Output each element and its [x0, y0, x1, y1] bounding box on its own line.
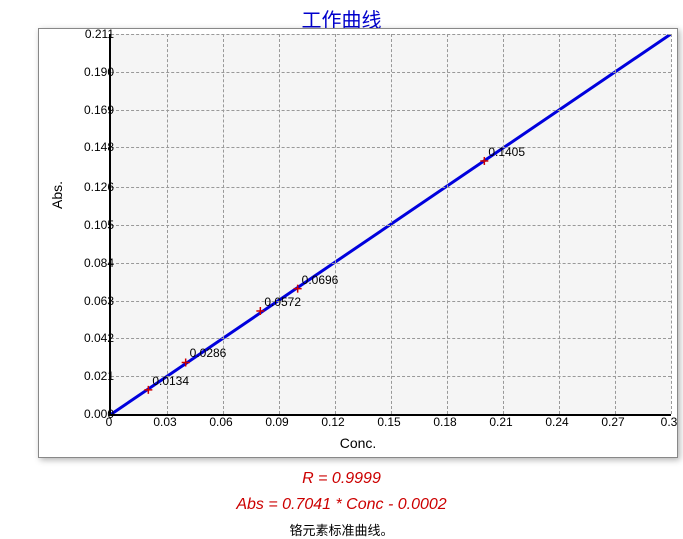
gridline-v — [615, 34, 616, 414]
ytick-label: 0.084 — [70, 256, 114, 270]
xtick-label: 0.03 — [153, 415, 176, 429]
gridline-v — [167, 34, 168, 414]
gridline-v — [335, 34, 336, 414]
ytick-label: 0.148 — [70, 140, 114, 154]
xtick-label: 0 — [106, 415, 113, 429]
ytick-label: 0.211 — [70, 27, 114, 41]
gridline-v — [391, 34, 392, 414]
xtick-label: 0.3 — [661, 415, 678, 429]
gridline-v — [279, 34, 280, 414]
xtick-label: 0.06 — [209, 415, 232, 429]
ytick-label: 0.063 — [70, 294, 114, 308]
gridline-v — [447, 34, 448, 414]
xtick-label: 0.21 — [489, 415, 512, 429]
xtick-label: 0.12 — [321, 415, 344, 429]
gridline-v — [503, 34, 504, 414]
xtick-label: 0.27 — [601, 415, 624, 429]
point-label: 0.0286 — [190, 346, 227, 360]
ytick-label: 0.169 — [70, 103, 114, 117]
r-value-text: R = 0.9999 — [0, 470, 683, 488]
point-label: 0.0696 — [302, 273, 339, 287]
point-label: 0.1405 — [488, 145, 525, 159]
y-axis-label: Abs. — [49, 181, 65, 209]
point-label: 0.0572 — [264, 295, 301, 309]
ytick-label: 0.126 — [70, 180, 114, 194]
x-axis-label: Conc. — [39, 435, 677, 451]
xtick-label: 0.24 — [545, 415, 568, 429]
ytick-label: 0.190 — [70, 65, 114, 79]
plot-area: 0.01340.0286 0.05720.0696 0.1405 — [109, 34, 671, 416]
plot-frame: Abs. 0.01340.0286 0.05720.0696 0.1405 Conc… — [38, 28, 678, 458]
ytick-label: 0.042 — [70, 331, 114, 345]
xtick-label: 0.09 — [265, 415, 288, 429]
gridline-v — [559, 34, 560, 414]
xtick-label: 0.18 — [433, 415, 456, 429]
ytick-label: 0.105 — [70, 218, 114, 232]
point-label: 0.0134 — [152, 374, 189, 388]
xtick-label: 0.15 — [377, 415, 400, 429]
gridline-v — [671, 34, 672, 414]
ytick-label: 0.021 — [70, 369, 114, 383]
equation-text: Abs = 0.7041 * Conc - 0.0002 — [0, 496, 683, 514]
